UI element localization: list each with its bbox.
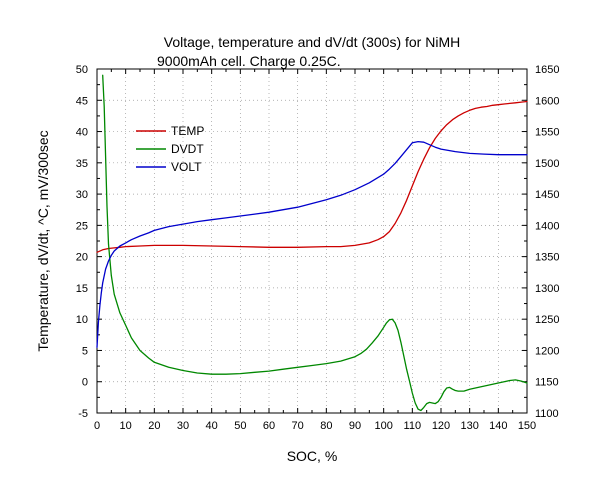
x-tick-label: 120 <box>432 420 450 432</box>
y-left-tick-label: 30 <box>76 189 88 201</box>
y-left-tick-label: 10 <box>76 314 88 326</box>
y-right-tick-label: 1100 <box>535 408 559 420</box>
legend-label-volt: VOLT <box>171 160 202 174</box>
chart-title-line-1: Voltage, temperature and dV/dt (300s) fo… <box>164 34 460 50</box>
legend: TEMP DVDT VOLT <box>136 124 204 174</box>
axis-ticks <box>96 68 528 414</box>
series-line-dvdt <box>102 74 528 412</box>
x-tick-label: 130 <box>460 420 478 432</box>
y-left-tick-label: 15 <box>76 283 88 295</box>
series-line-temp <box>96 100 528 253</box>
chart-title-line-2: 9000mAh cell. Charge 0.25C. <box>157 53 341 69</box>
legend-label-temp: TEMP <box>171 124 204 138</box>
y-left-tick-label: 40 <box>76 127 88 139</box>
y-left-tick-label: 0 <box>82 377 88 389</box>
y-left-tick-label: 25 <box>76 220 88 232</box>
x-tick-label: 150 <box>518 420 536 432</box>
x-tick-label: 10 <box>120 420 132 432</box>
y-left-tick-label: 5 <box>82 345 88 357</box>
x-tick-label: 100 <box>374 420 392 432</box>
y-left-axis-title: Temperature, dV/dt, ^C, mV/300sec <box>35 130 51 351</box>
legend-label-dvdt: DVDT <box>171 142 204 156</box>
x-tick-label: 90 <box>349 420 361 432</box>
y-right-tick-label: 1400 <box>535 220 559 232</box>
x-tick-label: 70 <box>292 420 304 432</box>
x-tick-label: 50 <box>234 420 246 432</box>
x-tick-label: 140 <box>489 420 507 432</box>
x-tick-label: 60 <box>263 420 275 432</box>
x-tick-label: 110 <box>404 420 422 432</box>
series-line-volt <box>96 140 528 348</box>
y-left-tick-label: 35 <box>76 158 88 170</box>
y-left-tick-label: 45 <box>76 95 88 107</box>
y-right-tick-label: 1500 <box>535 158 559 170</box>
x-tick-label: 0 <box>94 420 100 432</box>
series-layer <box>96 74 528 412</box>
y-right-tick-label: 1150 <box>535 377 559 389</box>
y-left-tick-label: 50 <box>76 64 88 76</box>
y-right-tick-label: 1250 <box>535 314 559 326</box>
grid <box>97 69 527 413</box>
y-right-tick-label: 1450 <box>535 189 559 201</box>
x-tick-labels: 0 10 20 30 40 50 60 70 80 90 100 110 120 130 140 150 <box>94 420 536 432</box>
x-axis-title: SOC, % <box>287 448 338 464</box>
y-right-tick-label: 1550 <box>535 127 559 139</box>
y-right-tick-label: 1600 <box>535 95 559 107</box>
y-right-tick-labels: 1100 1150 1200 1250 1300 1350 1400 1450 1500 1550… <box>535 64 559 420</box>
y-left-tick-label: 20 <box>76 252 88 264</box>
y-right-tick-label: 1200 <box>535 345 559 357</box>
y-right-tick-label: 1350 <box>535 252 559 264</box>
x-tick-label: 80 <box>320 420 332 432</box>
x-tick-label: 40 <box>206 420 218 432</box>
y-right-tick-label: 1300 <box>535 283 559 295</box>
y-right-tick-label: 1650 <box>535 64 559 76</box>
y-left-tick-labels: -5 0 5 10 15 20 25 30 35 40 45 50 <box>76 64 88 420</box>
x-tick-label: 20 <box>148 420 160 432</box>
y-left-tick-label: -5 <box>78 408 88 420</box>
x-tick-label: 30 <box>177 420 189 432</box>
